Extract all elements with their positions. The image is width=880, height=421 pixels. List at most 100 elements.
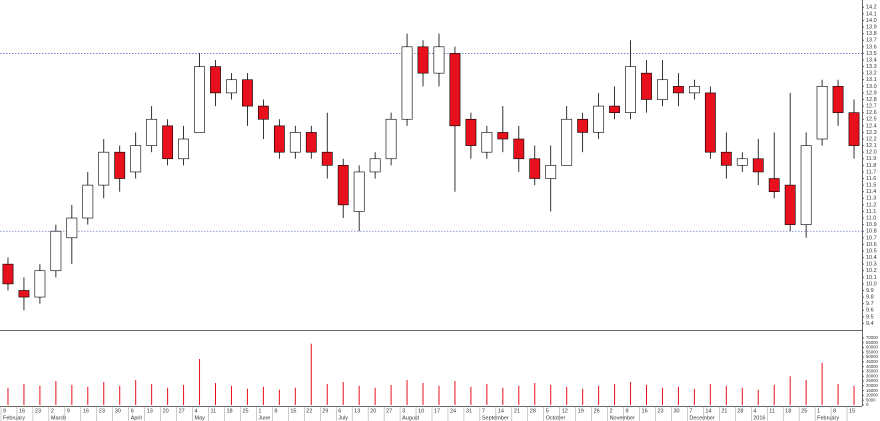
- x-tick-label: 21: [721, 408, 727, 414]
- x-tick-label: 15: [849, 408, 855, 414]
- x-tick-label: 25: [801, 408, 807, 414]
- month-label: October: [546, 415, 566, 421]
- candle-body: [449, 53, 461, 127]
- x-tick-label: 26: [594, 408, 600, 414]
- x-tick-label: 19: [578, 408, 584, 414]
- month-label: April: [131, 415, 142, 421]
- y-tick-label: 12.7: [866, 104, 877, 110]
- x-tick-label: 22: [306, 408, 312, 414]
- x-tick-label: 18: [785, 408, 791, 414]
- candle-body: [353, 171, 365, 212]
- x-tick-label: 31: [466, 408, 472, 414]
- x-tick-label: 12: [562, 408, 568, 414]
- volume-tick-label: 55000: [866, 349, 879, 354]
- candle-body: [752, 158, 764, 173]
- candle-body: [433, 46, 445, 74]
- y-tick-label: 9.7: [866, 301, 874, 307]
- y-tick-label: 13.2: [866, 71, 877, 77]
- volume-tick-label: 15000: [866, 388, 879, 393]
- x-tick-label: 4: [753, 408, 756, 414]
- y-tick-label: 11.1: [866, 209, 876, 215]
- candle-body: [673, 86, 684, 94]
- x-tick-label: 1: [817, 408, 820, 414]
- y-tick-label: 11.4: [866, 189, 876, 195]
- y-tick-label: 13.7: [866, 38, 877, 44]
- candle-body: [848, 112, 860, 146]
- x-tick-label: 20: [370, 408, 376, 414]
- y-tick-label: 13.0: [866, 84, 877, 90]
- y-tick-label: 11.3: [866, 196, 876, 202]
- candle-body: [114, 151, 126, 179]
- candle-body: [66, 217, 78, 239]
- volume-tick-label: 60000: [866, 345, 879, 350]
- candle-body: [593, 105, 605, 133]
- candle-body: [369, 158, 381, 173]
- y-tick-label: 10.2: [866, 268, 877, 274]
- candle-body: [337, 165, 349, 206]
- x-tick-label: 11: [769, 408, 775, 414]
- candle-body: [178, 138, 189, 160]
- y-tick-label: 10.7: [866, 235, 877, 241]
- y-tick-label: 12.9: [866, 90, 877, 96]
- y-tick-label: 12.6: [866, 110, 877, 116]
- x-tick-label: 13: [354, 408, 360, 414]
- y-tick-label: 10.3: [866, 262, 877, 268]
- y-tick-label: 10.4: [866, 255, 877, 261]
- candle-body: [768, 178, 780, 192]
- x-tick-label: 17: [434, 408, 440, 414]
- x-tick-label: 11: [211, 408, 217, 414]
- y-tick-label: 10.1: [866, 275, 877, 281]
- y-tick-label: 13.9: [866, 25, 877, 31]
- volume-tick-label: 0: [866, 402, 869, 407]
- month-label: February: [3, 415, 25, 421]
- x-tick-label: 6: [131, 408, 134, 414]
- month-label: September: [482, 415, 509, 421]
- y-tick-label: 14.0: [866, 18, 877, 24]
- volume-tick-label: 35000: [866, 369, 879, 374]
- y-tick-label: 9.8: [866, 295, 874, 301]
- candle-body: [657, 79, 668, 100]
- candle-body: [18, 290, 30, 298]
- month-label: July: [338, 415, 348, 421]
- month-label: August: [402, 415, 420, 421]
- x-tick-label: 27: [386, 408, 392, 414]
- x-tick-label: 2: [610, 408, 613, 414]
- volume-tick-label: 65000: [866, 340, 879, 345]
- y-tick-label: 14.2: [866, 5, 877, 11]
- month-label: February: [817, 415, 839, 421]
- y-tick-label: 12.5: [866, 117, 877, 123]
- x-tick-label: 9: [626, 408, 629, 414]
- candle-body: [561, 118, 573, 166]
- y-tick-label: 12.0: [866, 150, 877, 156]
- x-tick-label: 24: [450, 408, 456, 414]
- candle-body: [720, 151, 732, 166]
- y-tick-label: 12.4: [866, 123, 877, 129]
- x-tick-label: 15: [290, 408, 296, 414]
- x-tick-label: 16: [19, 408, 25, 414]
- candle-body: [625, 66, 636, 113]
- candle-body: [704, 92, 716, 153]
- candle-body: [736, 158, 748, 166]
- candle-body: [784, 184, 796, 225]
- x-tick-label: 6: [338, 408, 341, 414]
- x-tick-label: 18: [226, 408, 232, 414]
- month-label: May: [195, 415, 206, 421]
- y-tick-label: 12.3: [866, 130, 877, 136]
- x-tick-label: 25: [242, 408, 248, 414]
- x-tick-label: 16: [83, 408, 89, 414]
- volume-tick-label: 70000: [866, 335, 879, 340]
- x-tick-label: 14: [498, 408, 504, 414]
- y-tick-label: 13.6: [866, 44, 877, 50]
- candle-body: [305, 132, 317, 153]
- x-tick-label: 9: [3, 408, 6, 414]
- candle-body: [545, 165, 557, 179]
- candle-body: [800, 145, 812, 225]
- x-tick-label: 13: [147, 408, 153, 414]
- x-tick-label: 8: [833, 408, 836, 414]
- x-tick-label: 7: [482, 408, 485, 414]
- y-tick-label: 13.5: [866, 51, 877, 57]
- candle-body: [401, 46, 413, 120]
- month-label: 2016: [753, 415, 765, 421]
- month-label: November: [610, 415, 636, 421]
